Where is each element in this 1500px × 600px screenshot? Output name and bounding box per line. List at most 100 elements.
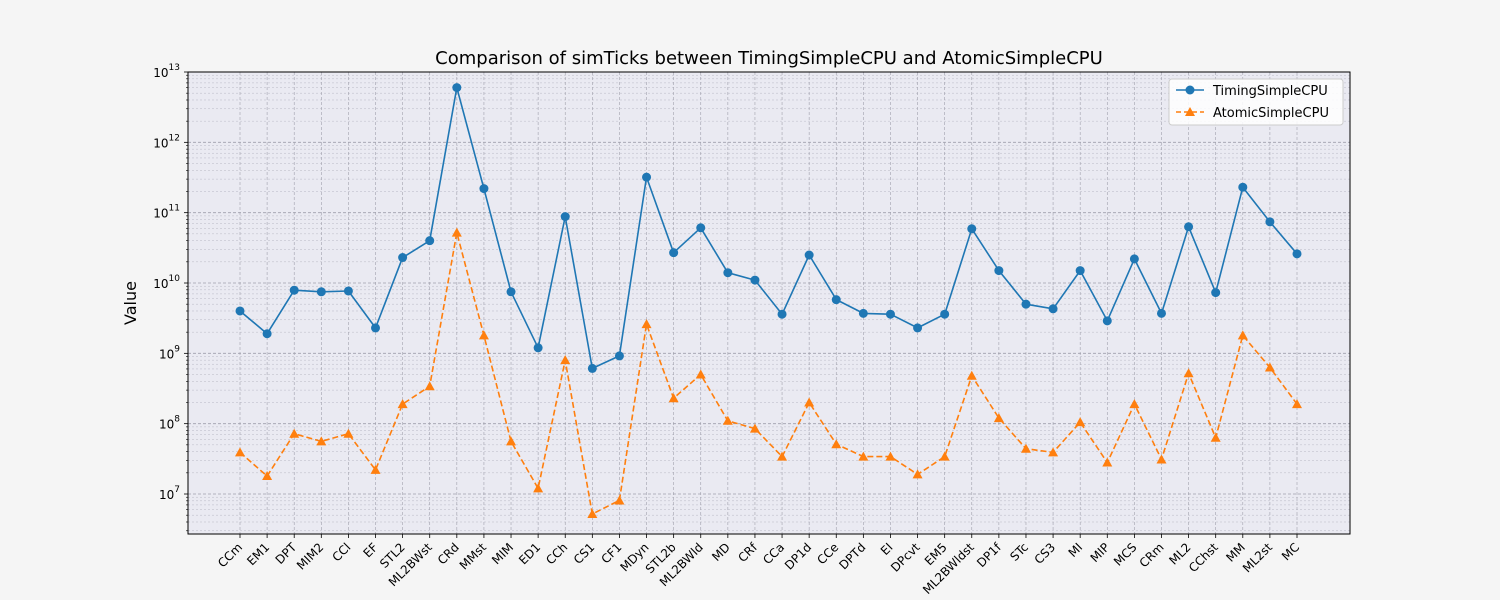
- data-point: [1210, 432, 1221, 442]
- y-tick-label: 1012: [153, 133, 180, 150]
- x-tick-label: MI: [1066, 540, 1086, 560]
- data-point: [858, 451, 869, 461]
- data-point: [858, 308, 868, 318]
- data-point: [1156, 454, 1167, 464]
- data-point: [1156, 308, 1166, 318]
- x-tick-label: CS1: [571, 540, 598, 567]
- plot-area: [188, 72, 1350, 534]
- data-point: [479, 184, 489, 194]
- x-tick-label: CRf: [735, 540, 760, 565]
- data-point: [1129, 254, 1139, 264]
- data-point: [939, 451, 950, 461]
- data-point: [1183, 368, 1194, 378]
- series-line-AtomicSimpleCPU: [239, 231, 1298, 515]
- data-point: [506, 436, 517, 446]
- y-tick-label: 109: [159, 344, 180, 361]
- data-point: [560, 355, 571, 365]
- data-point: [614, 495, 625, 505]
- data-point: [614, 351, 624, 361]
- data-point: [478, 330, 489, 340]
- data-point: [777, 309, 787, 319]
- plot-frame: [187, 71, 1351, 535]
- data-point: [316, 436, 327, 446]
- series-TimingSimpleCPU: [235, 83, 1302, 373]
- legend-label-atomic: AtomicSimpleCPU: [1213, 106, 1329, 121]
- x-tick-label: MIP: [1088, 540, 1113, 565]
- data-point: [993, 413, 1004, 423]
- x-tick-label: MD: [709, 540, 733, 564]
- data-point: [370, 464, 381, 474]
- x-tick-label: DP1f: [974, 540, 1004, 570]
- data-point: [831, 439, 842, 449]
- data-point: [289, 285, 299, 295]
- y-tick-label: 1010: [153, 274, 180, 291]
- data-point: [533, 483, 544, 493]
- data-point: [885, 309, 895, 319]
- y-axis-label: Value: [121, 281, 140, 325]
- data-point: [994, 266, 1004, 276]
- data-point: [560, 212, 570, 222]
- data-point: [912, 469, 923, 479]
- data-point: [1238, 182, 1248, 192]
- data-point: [316, 287, 326, 297]
- data-point: [235, 306, 245, 316]
- x-tick-label: ED1: [516, 540, 543, 567]
- x-tick-label: CChst: [1186, 540, 1221, 575]
- data-point: [641, 319, 652, 329]
- x-tick-label: DPcvt: [888, 540, 923, 575]
- x-tick-label: MC: [1279, 540, 1302, 563]
- legend-box: [1168, 78, 1344, 126]
- data-point: [966, 370, 977, 380]
- y-tick-label: 107: [159, 485, 180, 502]
- data-point: [722, 415, 733, 425]
- x-tick-label: CRm: [1137, 540, 1167, 570]
- data-point: [804, 250, 814, 260]
- data-point: [777, 451, 788, 461]
- data-point: [804, 397, 815, 407]
- x-tick-label: DP1d: [782, 540, 814, 572]
- y-tick-label: 108: [159, 415, 180, 432]
- data-point: [940, 309, 950, 319]
- data-point: [587, 508, 598, 518]
- data-point: [451, 227, 462, 237]
- x-tick-label: MMst: [457, 540, 489, 572]
- x-tick-label: CCh: [543, 540, 570, 567]
- x-tick-label: ML2BWldst: [920, 540, 977, 597]
- x-tick-label: DPTd: [836, 540, 868, 572]
- series-AtomicSimpleCPU: [235, 227, 1302, 518]
- data-point: [1021, 299, 1031, 309]
- data-point: [668, 393, 679, 403]
- data-point: [695, 369, 706, 379]
- grid: [188, 71, 1350, 534]
- data-point: [1184, 222, 1194, 232]
- x-tick-label: MIM2: [294, 540, 326, 572]
- series-line-TimingSimpleCPU: [239, 86, 1298, 370]
- data-point: [452, 83, 462, 93]
- chart-title: Comparison of simTicks between TimingSim…: [435, 48, 1103, 69]
- data-point: [723, 268, 733, 278]
- data-point: [885, 451, 896, 461]
- x-tick-label: MCS: [1111, 540, 1140, 569]
- data-point: [343, 286, 353, 296]
- legend-marker-timing: [1185, 85, 1195, 95]
- data-point: [1265, 217, 1275, 227]
- data-point: [506, 287, 516, 297]
- data-point: [262, 329, 272, 339]
- data-point: [289, 428, 300, 438]
- data-point: [533, 343, 543, 353]
- x-tick-label: STc: [1007, 540, 1031, 564]
- x-tick-label: CCl: [329, 540, 353, 564]
- data-point: [642, 172, 652, 182]
- x-tick-label: CCm: [215, 540, 245, 570]
- data-point: [343, 428, 354, 438]
- data-point: [1129, 399, 1140, 409]
- x-tick-label: MIM: [489, 540, 516, 567]
- legend-marker-atomic: [1185, 107, 1195, 116]
- data-point: [696, 223, 706, 233]
- data-point: [1102, 316, 1112, 326]
- data-point: [425, 236, 435, 246]
- y-tick-label: 1013: [153, 63, 180, 80]
- data-point: [1264, 362, 1275, 372]
